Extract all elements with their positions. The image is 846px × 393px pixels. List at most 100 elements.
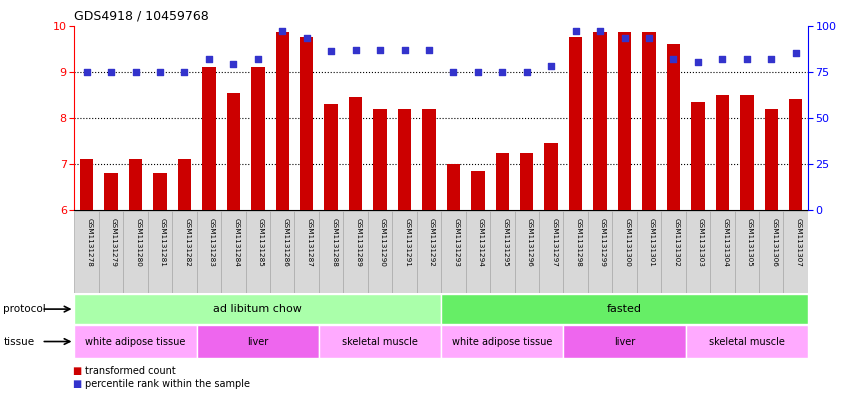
Bar [563, 325, 685, 358]
Text: GSM1131300: GSM1131300 [624, 218, 630, 267]
Bar [227, 92, 240, 210]
Text: GSM1131303: GSM1131303 [698, 218, 704, 267]
Point [300, 35, 314, 42]
Bar [569, 37, 582, 210]
Bar [685, 325, 808, 358]
Point [349, 46, 362, 53]
Text: tissue: tissue [3, 336, 35, 347]
Bar [319, 325, 442, 358]
Text: ■: ■ [72, 366, 81, 376]
Point [227, 61, 240, 68]
Bar [99, 211, 124, 293]
Text: GSM1131306: GSM1131306 [772, 218, 777, 267]
Text: GSM1131291: GSM1131291 [404, 218, 410, 267]
Point [80, 68, 93, 75]
Bar [202, 67, 216, 210]
Text: GSM1131281: GSM1131281 [160, 218, 166, 267]
Bar [442, 325, 563, 358]
Bar [490, 211, 514, 293]
Bar [496, 152, 509, 210]
Text: GSM1131296: GSM1131296 [527, 218, 533, 267]
Bar [74, 294, 442, 324]
Bar [422, 108, 436, 210]
Text: GSM1131285: GSM1131285 [258, 218, 264, 267]
Bar [465, 211, 490, 293]
Point [471, 68, 485, 75]
Text: GSM1131295: GSM1131295 [503, 218, 508, 267]
Bar [613, 211, 637, 293]
Text: GSM1131283: GSM1131283 [209, 218, 215, 267]
Text: GSM1131279: GSM1131279 [111, 218, 117, 267]
Bar [471, 171, 485, 210]
Text: GSM1131288: GSM1131288 [331, 218, 338, 267]
Text: protocol: protocol [3, 304, 47, 314]
Point [765, 56, 778, 62]
Bar [734, 211, 759, 293]
Bar [691, 102, 705, 210]
Bar [319, 211, 343, 293]
Bar [74, 211, 99, 293]
Text: GSM1131298: GSM1131298 [575, 218, 582, 267]
Point [691, 59, 705, 66]
Point [569, 28, 582, 34]
Text: liver: liver [247, 336, 268, 347]
Point [716, 56, 729, 62]
Text: GSM1131297: GSM1131297 [552, 218, 558, 267]
Bar [593, 33, 607, 210]
Text: GSM1131287: GSM1131287 [307, 218, 313, 267]
Bar [398, 108, 411, 210]
Bar [129, 160, 142, 210]
Bar [80, 160, 93, 210]
Text: GSM1131290: GSM1131290 [380, 218, 386, 267]
Bar [196, 325, 319, 358]
Point [422, 46, 436, 53]
Bar [148, 211, 173, 293]
Point [104, 68, 118, 75]
Bar [442, 211, 465, 293]
Point [618, 35, 631, 42]
Point [398, 46, 411, 53]
Bar [563, 211, 588, 293]
Bar [539, 211, 563, 293]
Point [129, 68, 142, 75]
Bar [270, 211, 294, 293]
Bar [276, 33, 289, 210]
Bar [710, 211, 734, 293]
Bar [667, 44, 680, 210]
Point [251, 56, 265, 62]
Bar [447, 164, 460, 210]
Text: GSM1131282: GSM1131282 [184, 218, 190, 267]
Text: percentile rank within the sample: percentile rank within the sample [85, 379, 250, 389]
Point [667, 56, 680, 62]
Bar [74, 325, 196, 358]
Bar [325, 104, 338, 210]
Text: GSM1131305: GSM1131305 [747, 218, 753, 267]
Bar [294, 211, 319, 293]
Bar [300, 37, 313, 210]
Bar [545, 143, 558, 210]
Text: white adipose tissue: white adipose tissue [85, 336, 186, 347]
Point [153, 68, 167, 75]
Bar [251, 67, 265, 210]
Text: ad libitum chow: ad libitum chow [213, 304, 302, 314]
Text: GSM1131292: GSM1131292 [429, 218, 435, 267]
Bar [588, 211, 613, 293]
Text: GSM1131286: GSM1131286 [283, 218, 288, 267]
Point [789, 50, 803, 56]
Point [276, 28, 289, 34]
Bar [349, 97, 362, 210]
Bar [196, 211, 221, 293]
Bar [716, 95, 729, 210]
Text: GSM1131302: GSM1131302 [673, 218, 679, 267]
Text: GSM1131284: GSM1131284 [233, 218, 239, 267]
Text: GSM1131301: GSM1131301 [649, 218, 655, 267]
Text: GDS4918 / 10459768: GDS4918 / 10459768 [74, 10, 209, 23]
Bar [740, 95, 754, 210]
Bar [124, 211, 148, 293]
Text: GSM1131280: GSM1131280 [135, 218, 141, 267]
Point [373, 46, 387, 53]
Point [178, 68, 191, 75]
Bar [368, 211, 393, 293]
Text: transformed count: transformed count [85, 366, 175, 376]
Bar [759, 211, 783, 293]
